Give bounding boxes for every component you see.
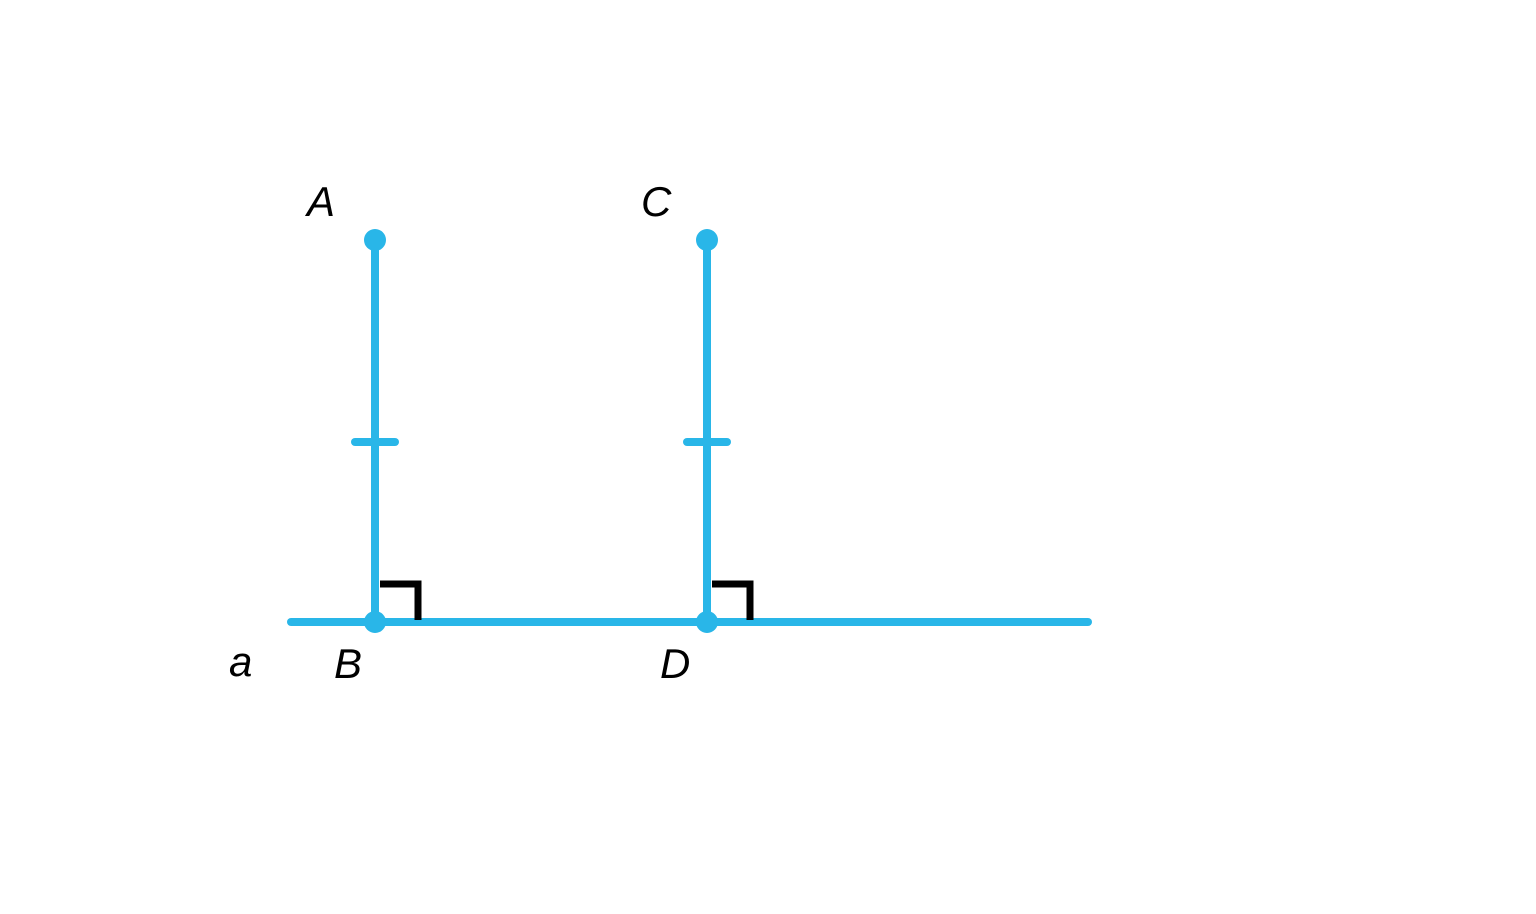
label-d-point: D — [660, 640, 690, 688]
diagram-svg — [0, 0, 1536, 909]
geometry-diagram: A C B D a — [0, 0, 1536, 909]
right-angle-b — [380, 584, 418, 620]
label-line-a: a — [229, 638, 252, 686]
label-c-point: C — [641, 178, 671, 226]
point-d — [696, 611, 718, 633]
label-b-point: B — [334, 640, 362, 688]
point-b — [364, 611, 386, 633]
label-a-point: A — [307, 178, 335, 226]
right-angle-d — [712, 584, 750, 620]
point-a — [364, 229, 386, 251]
point-c — [696, 229, 718, 251]
